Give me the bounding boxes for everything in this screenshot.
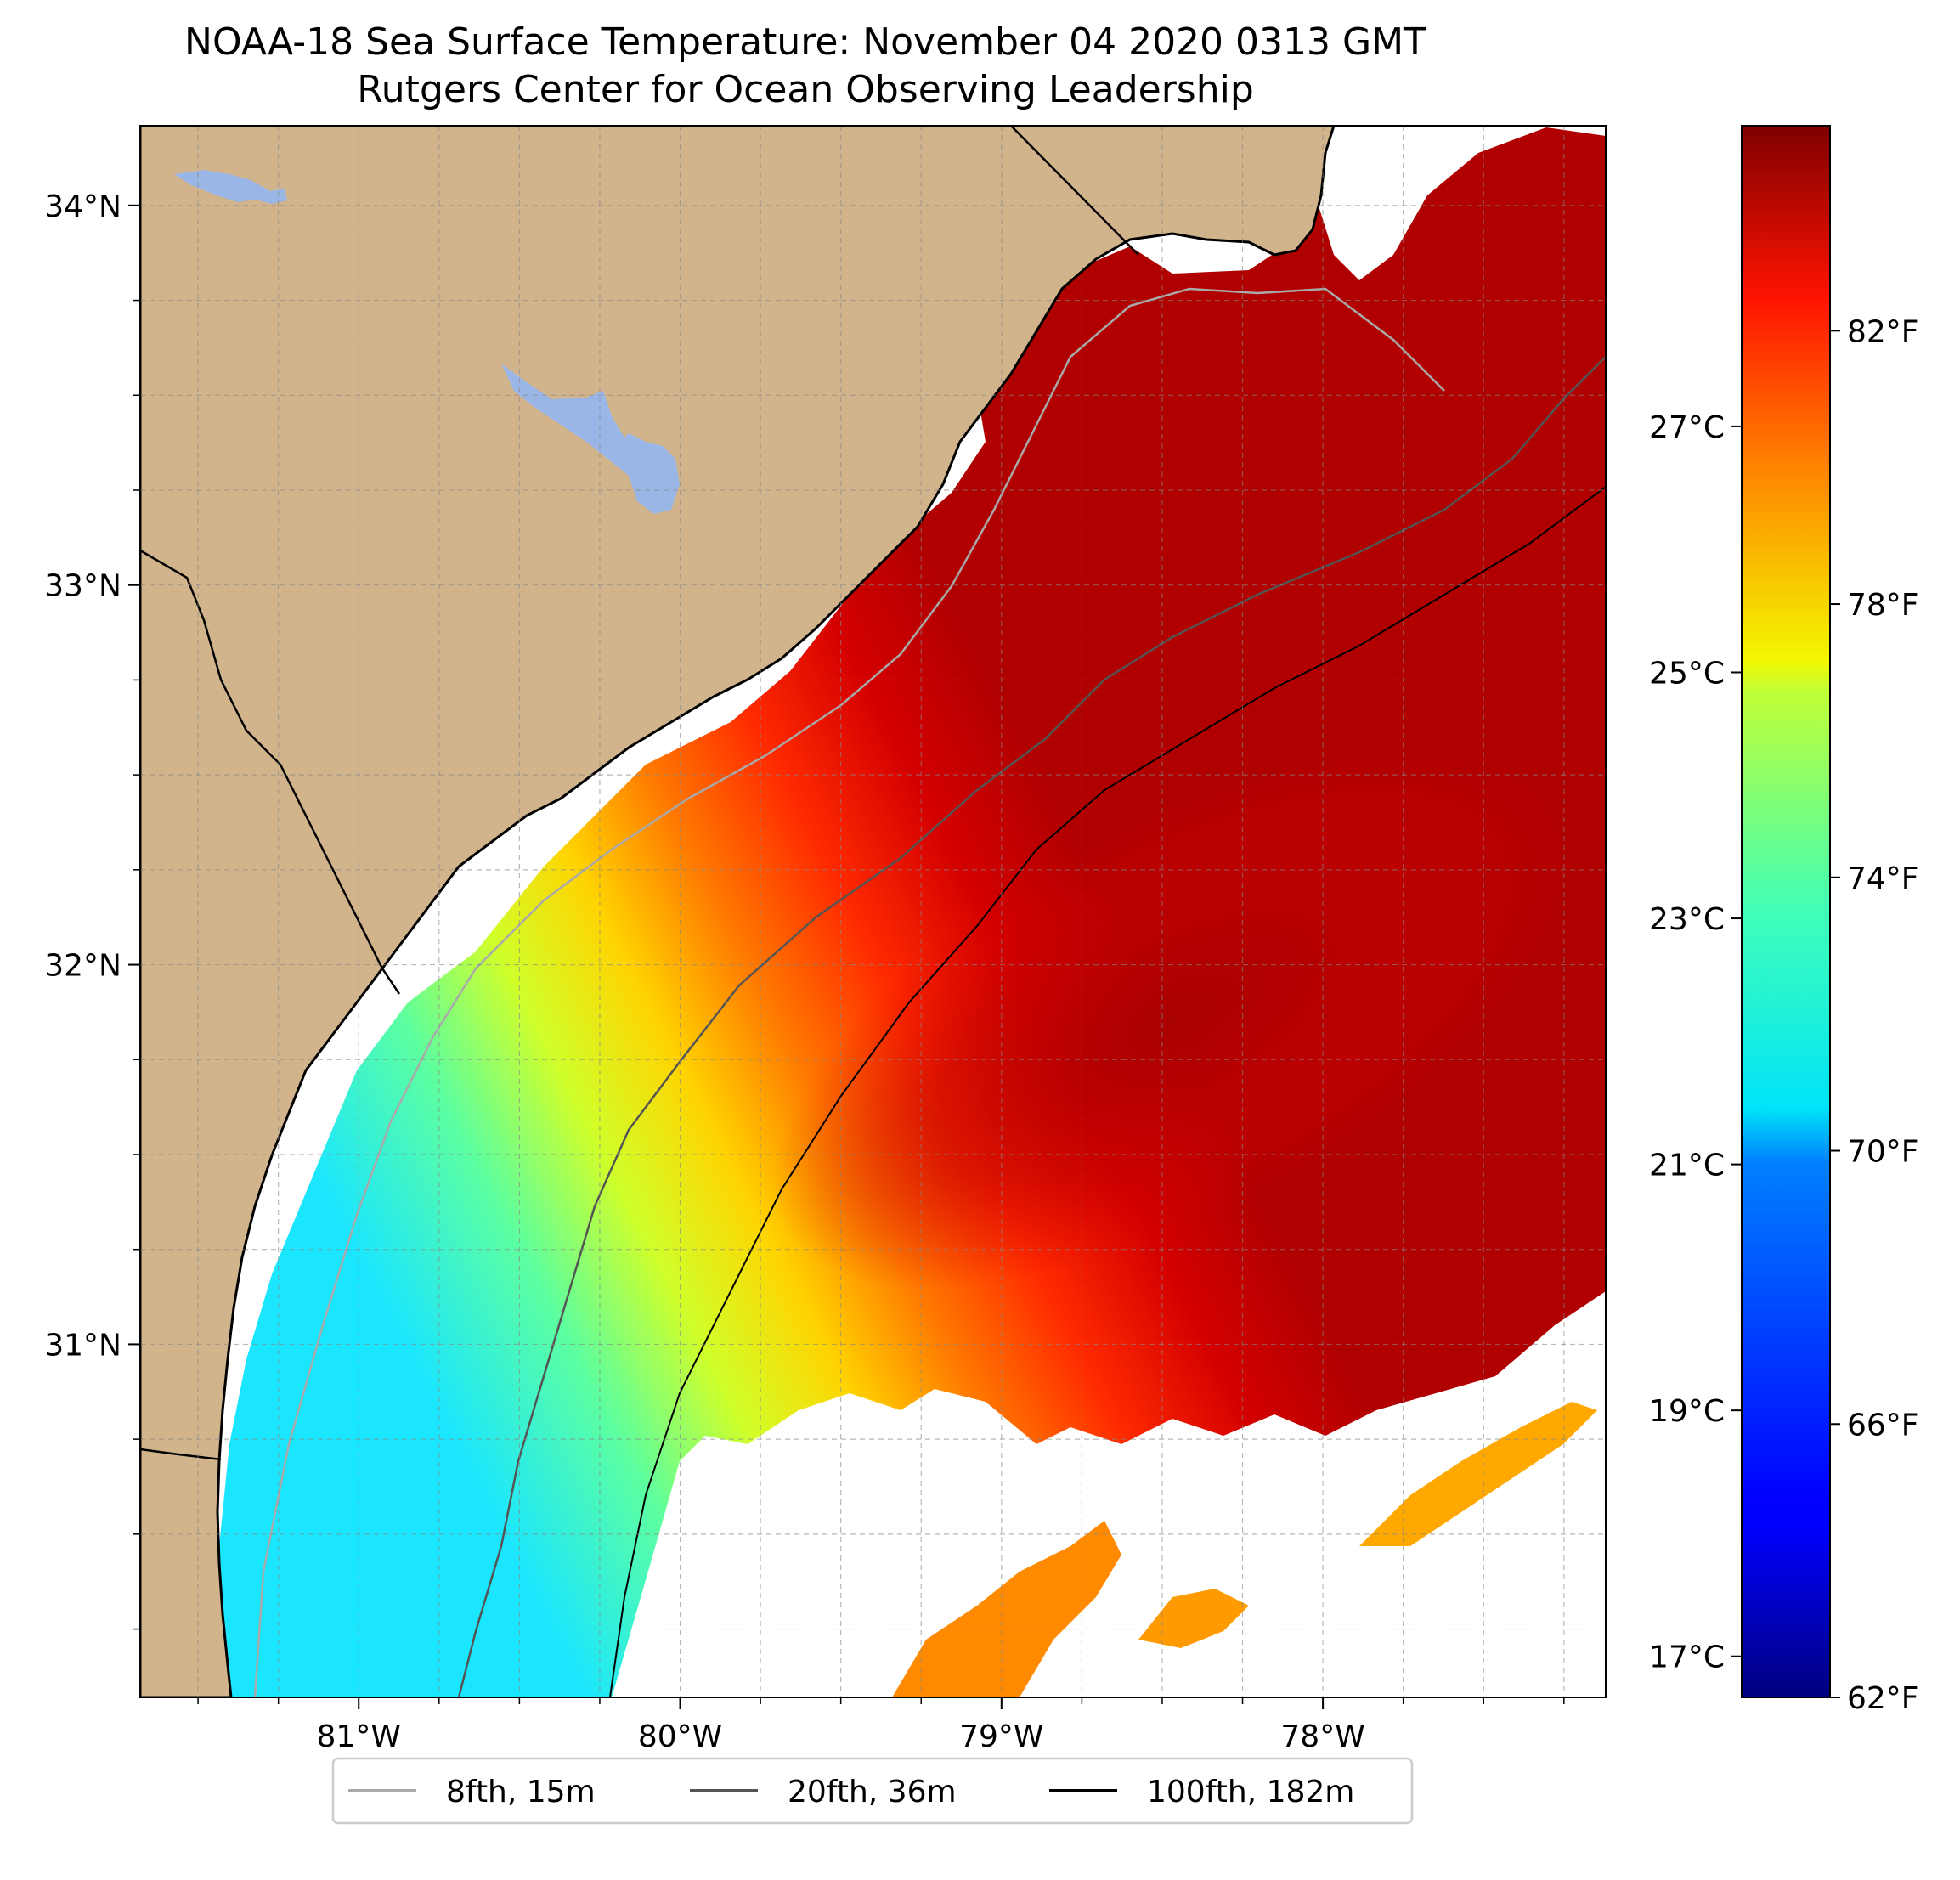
legend-label-20fth: 20fth, 36m xyxy=(788,1775,957,1809)
colorbar: 62°F 66°F 70°F 74°F 78°F 82°F 17°C 19°C 21°C 23°C… xyxy=(1649,125,1919,1716)
colorbar-c-label: 17°C xyxy=(1649,1640,1725,1675)
isobath-legend: 8fth, 15m 20fth, 36m 100fth, 182m xyxy=(331,1757,1414,1825)
lat-tick-label: 31°N xyxy=(44,1328,121,1363)
lon-tick-label: 79°W xyxy=(959,1719,1043,1754)
lon-tick-label: 80°W xyxy=(638,1719,722,1754)
colorbar-f-label: 82°F xyxy=(1847,314,1919,349)
map-panel xyxy=(140,126,1606,1697)
isobath-8fth xyxy=(253,287,1445,1697)
legend-frame xyxy=(331,1757,1414,1825)
lat-tick-label: 34°N xyxy=(44,189,121,224)
lake-murray xyxy=(174,170,287,204)
isobath-100fth xyxy=(609,486,1606,1697)
cloud-mask-ne xyxy=(1300,126,1606,280)
cloud-mask-south xyxy=(612,1291,1606,1697)
legend-label-8fth: 8fth, 15m xyxy=(446,1775,596,1809)
lat-tick-label: 32°N xyxy=(44,949,121,984)
map-axis-ticks: 81°W 80°W 79°W 78°W 31°N 32°N 33°N 34°N xyxy=(44,189,1565,1754)
lat-tick-label: 33°N xyxy=(44,569,121,604)
colorbar-c-label: 27°C xyxy=(1649,410,1725,445)
map-frame xyxy=(139,125,1607,1698)
colorbar-f-label: 66°F xyxy=(1847,1408,1919,1442)
colorbar-f-label: 62°F xyxy=(1847,1681,1919,1716)
lon-tick-label: 78°W xyxy=(1280,1719,1364,1754)
colorbar-gradient xyxy=(1741,125,1831,1698)
colorbar-c-label: 23°C xyxy=(1649,902,1725,937)
colorbar-ticks: 62°F 66°F 70°F 74°F 78°F 82°F 17°C 19°C 21°C 23°C… xyxy=(1649,314,1918,1716)
state-border-ga-fl xyxy=(140,1448,222,1461)
colorbar-f-label: 70°F xyxy=(1847,1135,1919,1170)
lake-marion xyxy=(501,364,680,514)
sst-patch-south-b xyxy=(1138,1589,1249,1648)
colorbar-c-label: 25°C xyxy=(1649,656,1725,691)
legend-label-100fth: 100fth, 182m xyxy=(1147,1775,1354,1809)
map-gridlines xyxy=(140,126,1606,1697)
isobath-20fth xyxy=(457,356,1606,1697)
sst-patch-south-c xyxy=(1359,1402,1597,1546)
state-border-nc-sc xyxy=(1010,126,1139,256)
map-title: NOAA-18 Sea Surface Temperature: Novembe… xyxy=(184,20,1426,64)
colorbar-f-label: 74°F xyxy=(1847,861,1919,896)
lon-tick-label: 81°W xyxy=(317,1719,401,1754)
sst-patch-south-a xyxy=(892,1521,1121,1697)
colorbar-c-label: 21°C xyxy=(1649,1149,1725,1183)
colorbar-c-label: 19°C xyxy=(1649,1394,1725,1429)
map-subtitle: Rutgers Center for Ocean Observing Leade… xyxy=(357,68,1254,111)
colorbar-f-label: 78°F xyxy=(1847,588,1919,623)
